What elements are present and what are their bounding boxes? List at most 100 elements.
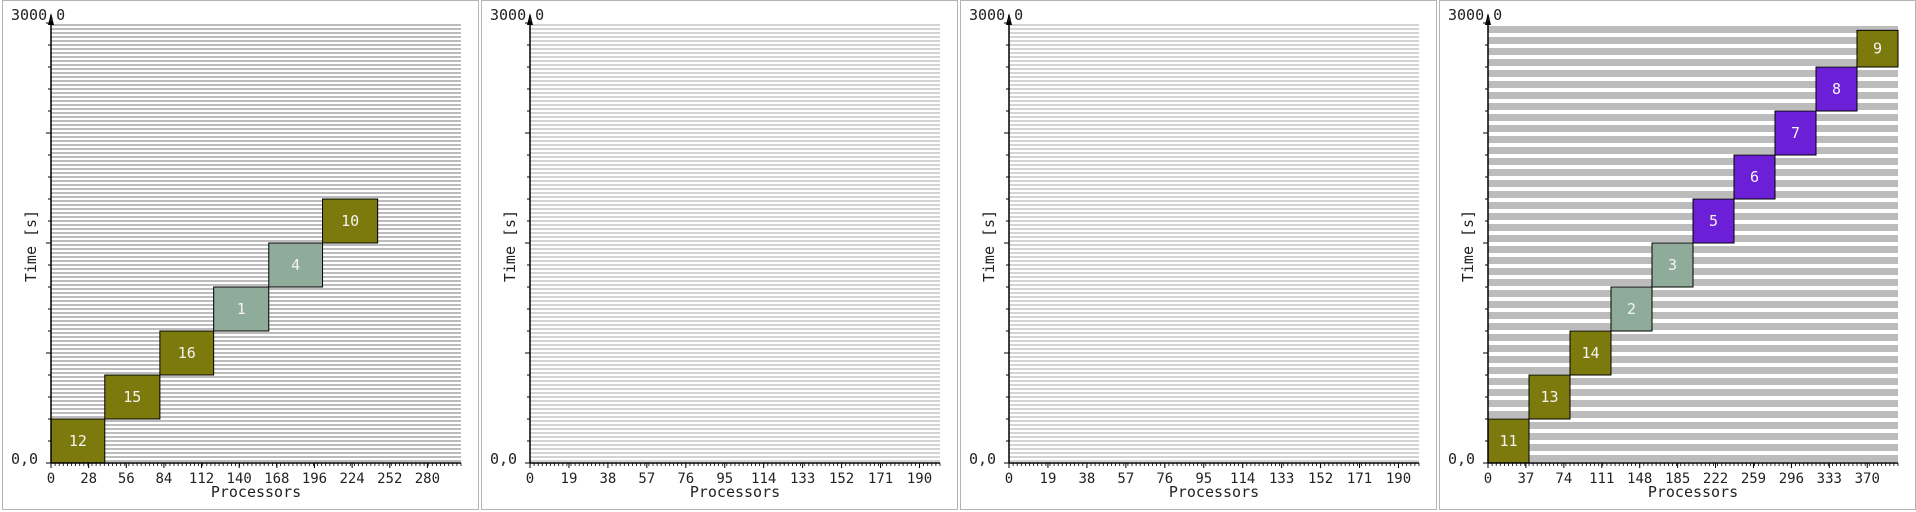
grid-stripe — [1009, 360, 1419, 362]
grid-stripe — [1009, 204, 1419, 206]
grid-stripe — [530, 252, 940, 254]
grid-stripe — [530, 356, 940, 358]
grid-stripe — [1009, 208, 1419, 210]
grid-stripe — [51, 212, 461, 214]
job-block — [1651, 242, 1694, 288]
grid-stripe — [1009, 368, 1419, 370]
grid-stripe — [1009, 108, 1419, 110]
x-tick-label: 152 — [829, 471, 854, 487]
grid-stripe — [51, 96, 461, 98]
x-tick-label: 57 — [1117, 471, 1134, 487]
grid-stripe — [1009, 56, 1419, 58]
grid-stripe — [51, 420, 461, 422]
grid-stripes — [530, 24, 940, 462]
grid-stripe — [51, 196, 461, 198]
grid-stripes — [1009, 24, 1419, 462]
grid-stripe — [530, 228, 940, 230]
grid-stripe — [51, 60, 461, 62]
grid-stripe — [530, 244, 940, 246]
y-axis-arrow — [48, 13, 54, 25]
grid-stripe — [530, 400, 940, 402]
grid-stripe — [51, 396, 461, 398]
job-label: 3 — [1668, 256, 1677, 274]
x-tick-label: 148 — [1627, 471, 1652, 487]
grid-stripe — [51, 460, 461, 462]
grid-stripe — [1488, 180, 1898, 187]
grid-stripe — [530, 108, 940, 110]
grid-stripe — [1009, 280, 1419, 282]
grid-stripe — [1009, 424, 1419, 426]
grid-stripe — [1009, 28, 1419, 30]
y-max-label: 3000,0 — [969, 6, 1023, 24]
grid-stripe — [51, 260, 461, 262]
grid-stripe — [530, 188, 940, 190]
x-tick-label: 111 — [1589, 471, 1614, 487]
grid-stripe — [1009, 252, 1419, 254]
grid-stripe — [1488, 136, 1898, 143]
grid-stripe — [1009, 356, 1419, 358]
grid-stripe — [530, 172, 940, 174]
grid-stripe — [530, 296, 940, 298]
grid-stripe — [1009, 260, 1419, 262]
grid-stripe — [51, 32, 461, 34]
grid-stripe — [51, 384, 461, 386]
grid-stripe — [530, 384, 940, 386]
job-label: 15 — [123, 388, 141, 406]
grid-stripe — [1009, 84, 1419, 86]
grid-stripe — [530, 424, 940, 426]
grid-stripe — [530, 372, 940, 374]
x-tick-label: 19 — [561, 471, 578, 487]
grid-stripe — [530, 192, 940, 194]
job-block — [159, 330, 215, 376]
grid-stripe — [1009, 256, 1419, 258]
grid-stripe — [530, 220, 940, 222]
y-axis-arrow — [1006, 13, 1012, 25]
grid-stripe — [1009, 448, 1419, 450]
grid-stripe — [51, 272, 461, 274]
grid-stripe — [1009, 320, 1419, 322]
grid-stripe — [1009, 296, 1419, 298]
grid-stripe — [1009, 396, 1419, 398]
job-label: 12 — [69, 432, 87, 450]
grid-stripe — [530, 276, 940, 278]
grid-stripe — [51, 28, 461, 30]
grid-stripe — [1009, 308, 1419, 310]
grid-stripe — [51, 204, 461, 206]
grid-stripe — [530, 416, 940, 418]
grid-stripe — [1488, 70, 1898, 77]
grid-stripe — [1009, 364, 1419, 366]
schedule-panel-2: 0 19 38 57 76 95 114 133 152 171 190 3000,0 0,0 Proce… — [481, 0, 958, 510]
x-tick-label: 171 — [1347, 471, 1372, 487]
grid-stripe — [1009, 156, 1419, 158]
grid-stripe — [1009, 24, 1419, 26]
grid-stripe — [1009, 388, 1419, 390]
grid-stripe — [530, 324, 940, 326]
grid-stripe — [530, 332, 940, 334]
grid-stripe — [1488, 378, 1898, 385]
grid-stripe — [51, 368, 461, 370]
grid-stripe — [51, 56, 461, 58]
grid-stripe — [51, 408, 461, 410]
job-label: 9 — [1873, 40, 1882, 58]
grid-stripe — [530, 212, 940, 214]
job-label: 2 — [1627, 300, 1636, 318]
grid-stripe — [51, 452, 461, 454]
grid-stripe — [1009, 304, 1419, 306]
x-axis-title: Processors — [211, 483, 301, 501]
grid-stripe — [1009, 172, 1419, 174]
origin-label: 0,0 — [969, 450, 996, 468]
grid-stripe — [1009, 60, 1419, 62]
grid-stripe — [1009, 100, 1419, 102]
grid-stripe — [1488, 323, 1898, 330]
grid-stripe — [530, 440, 940, 442]
x-tick-label: 57 — [638, 471, 655, 487]
grid-stripe — [530, 224, 940, 226]
grid-stripe — [51, 364, 461, 366]
grid-stripe — [1488, 290, 1898, 297]
grid-stripe — [51, 124, 461, 126]
grid-stripe — [51, 144, 461, 146]
grid-stripe — [51, 208, 461, 210]
grid-stripe — [1009, 132, 1419, 134]
grid-stripe — [1488, 81, 1898, 88]
job-label: 4 — [291, 256, 300, 274]
